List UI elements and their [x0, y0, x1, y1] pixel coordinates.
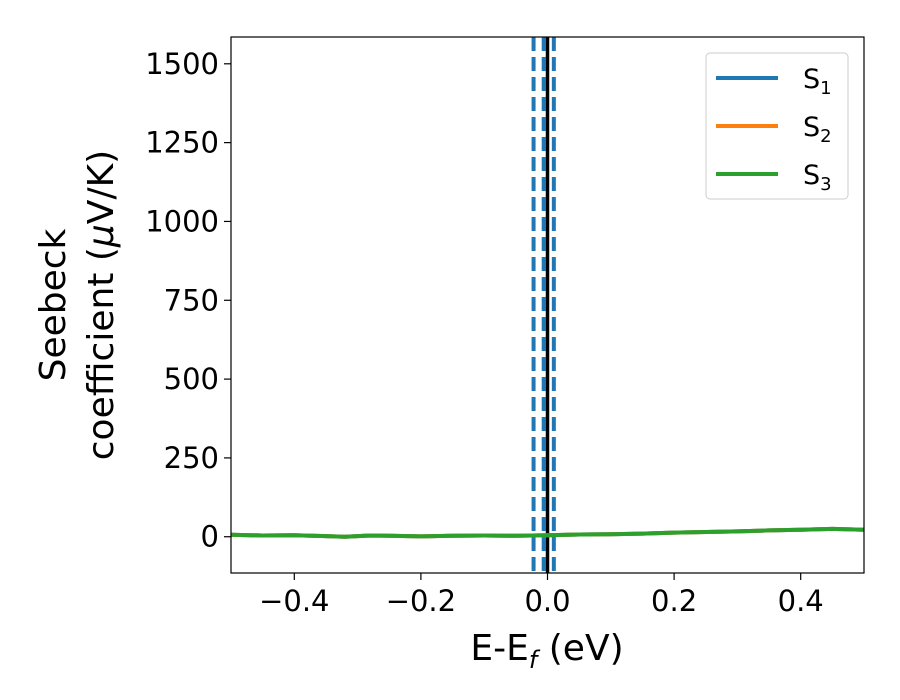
- y-tick-label: 750: [164, 283, 219, 317]
- y-tick-label: 1500: [145, 47, 219, 81]
- y-axis-label: Seebeck coefficient (μV/K): [33, 150, 122, 460]
- x-tick-label: 0.4: [778, 584, 824, 618]
- y-axis-label-line1: Seebeck: [33, 228, 74, 381]
- y-tick-label: 0: [201, 520, 219, 554]
- x-tick-label: 0.2: [651, 584, 697, 618]
- y-tick-label: 1000: [145, 204, 219, 238]
- x-axis-ticks: −0.4 −0.2 0.0 0.2 0.4: [259, 573, 824, 618]
- series-line-s3: [231, 526, 864, 539]
- y-tick-label: 250: [164, 441, 219, 475]
- legend-label: S3: [803, 160, 832, 195]
- reference-lines: [531, 37, 556, 573]
- series-lines: [231, 526, 864, 539]
- legend: S1 S2 S3: [705, 52, 849, 200]
- x-tick-label: −0.4: [259, 584, 329, 618]
- legend-label: S2: [803, 112, 832, 147]
- y-axis-label-line2: coefficient (μV/K): [81, 150, 122, 460]
- x-tick-label: 0.0: [524, 584, 570, 618]
- y-tick-label: 1250: [145, 126, 219, 160]
- y-tick-label: 500: [164, 362, 219, 396]
- x-tick-label: −0.2: [386, 584, 456, 618]
- legend-label: S1: [803, 64, 832, 99]
- y-axis-ticks: 0 250 500 750 1000 1250 1500: [145, 47, 231, 554]
- x-axis-label: E-Ef (eV): [470, 628, 623, 674]
